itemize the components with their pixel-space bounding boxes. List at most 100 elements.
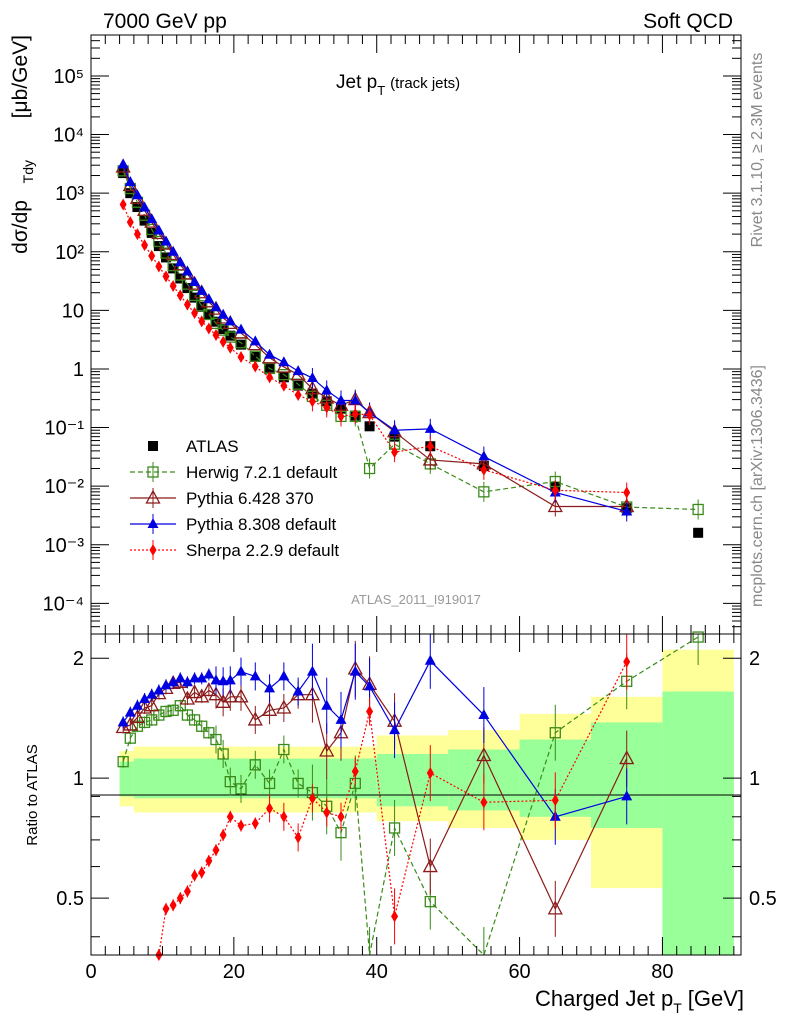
point-sherpa — [237, 350, 245, 363]
y-tick-label: 10² — [55, 242, 84, 264]
ratio-point-sherpa — [551, 794, 559, 807]
legend-label: ATLAS — [186, 437, 239, 456]
main-y-axis-label: [μb/GeV] — [9, 35, 32, 118]
main-axis-ticks — [90, 34, 741, 635]
ratio-y-tick-label-right: 1 — [749, 768, 760, 790]
ratio-point-herwig — [235, 783, 247, 795]
ratio-point-herwig — [424, 895, 436, 908]
legend: ATLAS Herwig 7.2.1 default Pythia 6.428 37… — [130, 437, 339, 560]
point-sherpa — [126, 216, 134, 229]
point-herwig — [249, 350, 261, 362]
point-sherpa — [148, 249, 156, 262]
ratio-point-sherpa — [198, 866, 206, 879]
band-green — [119, 761, 134, 797]
ratio-point-pythia6 — [222, 688, 238, 703]
point-herwig — [363, 462, 376, 475]
point-atlas — [182, 283, 193, 294]
x-tick-label: 20 — [223, 961, 245, 983]
ratio-point-pythia8 — [364, 680, 376, 691]
point-atlas — [693, 527, 704, 538]
ratio-point-pythia8 — [174, 672, 186, 683]
legend-marker — [147, 466, 159, 478]
point-pythia8 — [210, 301, 222, 312]
ratio-point-sherpa — [323, 806, 331, 819]
ratio-point-herwig — [388, 822, 401, 834]
ratio-point-herwig — [160, 705, 172, 718]
point-atlas — [293, 380, 304, 391]
point-pythia8 — [117, 158, 129, 169]
ratio-point-herwig — [224, 776, 236, 788]
point-sherpa — [141, 239, 149, 252]
ratio-point-pythia8 — [292, 685, 304, 696]
point-pythia6 — [547, 498, 563, 513]
ratio-point-pythia8 — [278, 670, 290, 681]
point-atlas — [225, 330, 236, 341]
ratio-point-sherpa — [237, 819, 245, 832]
ratio-axis-ticks — [90, 634, 741, 955]
point-pythia8 — [335, 394, 347, 405]
point-herwig — [278, 368, 290, 381]
ratio-y-axis-label: Ratio to ATLAS — [24, 744, 41, 845]
point-pythia8 — [196, 284, 208, 295]
y-tick-label: 10³ — [55, 183, 84, 205]
ratio-point-pythia6 — [276, 699, 292, 714]
ratio-point-sherpa — [623, 655, 631, 668]
point-sherpa — [366, 408, 374, 421]
rivet-version-label: Rivet 3.1.10, ≥ 2.3M events — [749, 53, 766, 248]
point-sherpa — [480, 463, 488, 476]
ratio-point-pythia8 — [160, 679, 172, 690]
y-tick-label: 10⁴ — [53, 125, 84, 147]
y-tick-label: 10⁻² — [45, 476, 85, 498]
ratio-point-pythia8 — [321, 699, 333, 710]
main-series-layer — [115, 158, 704, 538]
main-y-axis-label-sub: Tdy — [20, 160, 36, 183]
ratio-point-herwig — [124, 732, 136, 744]
ratio-point-sherpa — [366, 705, 374, 718]
point-herwig — [692, 503, 704, 516]
point-pythia8 — [167, 245, 179, 256]
x-tick-labels: 0 20 40 60 80 — [85, 961, 673, 983]
point-herwig — [478, 486, 490, 498]
y-tick-label: 10⁻⁴ — [43, 593, 84, 615]
ratio-point-pythia8 — [139, 692, 151, 703]
point-sherpa — [294, 388, 302, 401]
ratio-point-herwig — [692, 631, 704, 643]
point-sherpa — [191, 307, 199, 320]
ratio-point-pythia8 — [210, 674, 222, 685]
x-tick-label: 60 — [508, 961, 530, 983]
ratio-point-pythia8 — [335, 713, 347, 724]
ratio-point-pythia6 — [422, 858, 438, 873]
point-pythia8 — [424, 422, 436, 433]
y-tick-label: 10 — [62, 300, 84, 322]
ratio-point-pythia8 — [181, 676, 193, 687]
point-sherpa — [162, 270, 170, 283]
series-atlas — [118, 168, 704, 538]
ratio-point-sherpa — [205, 854, 213, 867]
point-atlas — [218, 324, 229, 335]
ratio-point-sherpa — [219, 829, 227, 842]
ratio-point-herwig — [549, 727, 561, 739]
ratio-series-layer — [115, 631, 704, 961]
ratio-point-pythia8 — [117, 716, 129, 727]
y-tick-label: 1 — [73, 359, 84, 381]
point-pythia8 — [153, 224, 165, 235]
ratio-point-pythia6 — [144, 697, 160, 712]
point-herwig — [196, 300, 208, 312]
ratio-point-herwig — [217, 748, 229, 760]
series-line-herwig — [122, 170, 699, 511]
x-tick-label: 40 — [366, 961, 388, 983]
ratio-point-sherpa — [391, 910, 399, 923]
point-pythia8 — [224, 315, 236, 326]
ratio-point-pythia6 — [261, 701, 278, 716]
header-right-label: Soft QCD — [643, 10, 733, 33]
main-y-tick-labels: 10⁵ 10⁴ 10³ 10² 10 1 10⁻¹ 10⁻² 10⁻³ 10⁻⁴ — [43, 66, 85, 615]
legend-marker — [147, 518, 159, 528]
ratio-point-pythia8 — [478, 709, 490, 720]
legend-entry-pythia8: Pythia 8.308 default — [130, 514, 337, 534]
x-tick-label: 80 — [651, 961, 673, 983]
legend-entry-atlas: ATLAS — [148, 437, 239, 456]
band-green — [662, 691, 734, 955]
point-atlas — [211, 316, 221, 327]
point-pythia8 — [321, 384, 333, 395]
ratio-point-sherpa — [176, 892, 184, 905]
